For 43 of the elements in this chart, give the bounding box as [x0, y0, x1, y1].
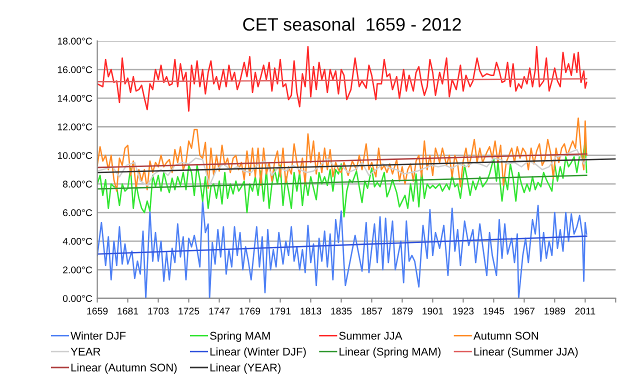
legend-label: Winter DJF — [70, 332, 126, 340]
x-tick-label: 1967 — [514, 308, 535, 315]
line-series — [97, 200, 588, 298]
y-tick-label: 16.00°C — [58, 66, 92, 74]
line-series — [97, 148, 588, 186]
legend-label: Summer JJA — [339, 332, 402, 340]
legend-label: Linear (Spring MAM) — [340, 347, 441, 358]
legend-label: Linear (Autumn SON) — [71, 363, 177, 374]
legend-label: Autumn SON — [473, 332, 538, 340]
y-tick-label: 0.00°C — [62, 295, 92, 302]
x-tick-label: 1945 — [484, 308, 504, 315]
line-series — [97, 46, 588, 112]
line-series — [97, 117, 588, 192]
line-series — [97, 140, 588, 218]
y-tick-label: 4.00°C — [62, 238, 92, 245]
x-tick-label: 1857 — [362, 308, 382, 315]
x-tick-label: 1747 — [209, 308, 230, 314]
x-tick-label: 1813 — [300, 308, 322, 315]
x-tick-label: 2011 — [575, 308, 596, 315]
x-tick-label: 1879 — [392, 308, 413, 315]
y-tick-label: 12.00°C — [58, 123, 92, 130]
x-tick-label: 1725 — [178, 308, 200, 315]
legend-label: Spring MAM — [210, 332, 270, 342]
x-tick-label: 1923 — [453, 308, 474, 315]
x-tick-label: 1659 — [87, 308, 108, 315]
y-tick-label: 14.00°C — [58, 94, 92, 102]
legend-label: Linear (Summer JJA) — [474, 347, 578, 358]
x-tick-label: 1681 — [118, 308, 138, 315]
x-tick-label: 1835 — [331, 308, 352, 315]
x-tick-label: 1791 — [270, 308, 291, 315]
y-tick-label: 2.00°C — [63, 266, 92, 274]
chart-title: CET seasonal 1659 - 2012 — [243, 18, 461, 31]
y-tick-label: 6.00°C — [63, 209, 92, 216]
y-tick-label: 18.00°C — [58, 38, 92, 45]
x-tick-label: 1703 — [148, 308, 169, 315]
y-tick-label: 8.00°C — [63, 180, 92, 188]
legend-label: Linear (YEAR) — [210, 363, 281, 374]
y-tick-label: 10.00°C — [58, 152, 92, 159]
x-tick-label: 1769 — [240, 308, 260, 315]
legend-label: Linear (Winter DJF) — [210, 347, 306, 358]
x-tick-label: 1901 — [422, 308, 444, 315]
x-tick-label: 1989 — [544, 308, 566, 315]
legend-label: YEAR — [70, 348, 100, 356]
